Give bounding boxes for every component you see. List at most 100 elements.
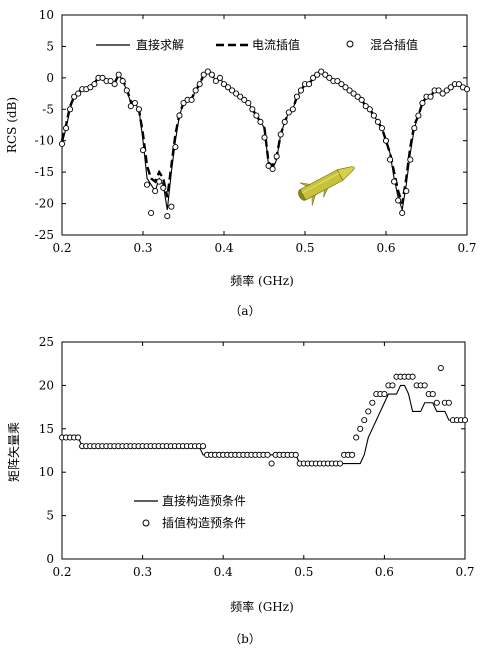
b-series-1-point bbox=[365, 408, 372, 415]
b-series-1-point bbox=[369, 399, 376, 406]
a-series-2-point bbox=[265, 162, 272, 169]
a-series-2-point bbox=[269, 165, 276, 173]
a-series-2-point bbox=[119, 77, 126, 85]
b-series-1-point bbox=[433, 399, 440, 406]
chart-b-legend: 直接构造预条件 插值构造预条件 bbox=[134, 493, 246, 530]
a-x-tick-label: 0.2 bbox=[52, 241, 71, 255]
a-series-2-point bbox=[99, 74, 106, 81]
a-series-2-point bbox=[342, 84, 349, 91]
a-series-1-line bbox=[60, 70, 468, 204]
a-y-tick-label: 5 bbox=[46, 39, 54, 53]
chart-b-series bbox=[58, 364, 469, 467]
a-series-2-point bbox=[415, 112, 422, 119]
a-x-tick-label: 0.6 bbox=[376, 241, 395, 255]
a-series-2-point bbox=[391, 178, 398, 185]
a-series-2-point bbox=[370, 112, 377, 119]
a-series-2-point bbox=[123, 87, 130, 94]
a-series-2-point bbox=[208, 71, 215, 78]
a-series-2-point bbox=[135, 106, 142, 113]
b-series-1-point bbox=[461, 417, 469, 424]
a-series-2-point bbox=[455, 81, 462, 88]
chart-a-x-ticks: 0.2 0.3 0.4 0.5 0.6 0.7 bbox=[52, 15, 477, 255]
chart-a-legend: 直接求解 电流插值 混合插值 bbox=[96, 37, 418, 52]
a-series-2-point bbox=[91, 81, 98, 88]
b-y-tick-label: 15 bbox=[39, 422, 54, 436]
a-series-2-point bbox=[463, 86, 471, 93]
a-series-2-point bbox=[164, 213, 171, 220]
legend-a-label-3: 混合插值 bbox=[370, 37, 418, 52]
chart-a-plot-frame bbox=[61, 14, 468, 236]
a-series-2-point bbox=[419, 99, 426, 107]
b-series-1-point bbox=[349, 451, 356, 458]
b-x-tick-label: 0.7 bbox=[455, 565, 474, 579]
a-series-2-point bbox=[111, 81, 118, 88]
a-series-2-point bbox=[322, 71, 329, 78]
a-series-2-point bbox=[200, 71, 207, 78]
a-series-2-point bbox=[439, 90, 446, 97]
b-y-tick-label: 0 bbox=[46, 552, 54, 566]
b-y-tick-label: 20 bbox=[39, 378, 54, 392]
legend-a-marker-circle bbox=[346, 40, 354, 48]
chart-b-ylabel: 矩阵矢量乘 bbox=[7, 422, 21, 482]
a-series-2-point bbox=[395, 197, 402, 204]
chart-b-x-ticks: 0.2 0.3 0.4 0.5 0.6 0.7 bbox=[52, 342, 475, 579]
b-series-1-point bbox=[381, 391, 388, 398]
legend-a-label-1: 直接求解 bbox=[136, 37, 184, 52]
a-y-tick-label: -5 bbox=[42, 102, 54, 116]
a-series-2-point bbox=[196, 81, 203, 88]
chart-a-caption: （a） bbox=[229, 304, 260, 318]
a-series-2-point bbox=[411, 125, 418, 132]
b-x-tick-label: 0.2 bbox=[52, 565, 71, 579]
b-y-tick-label: 10 bbox=[39, 465, 54, 479]
a-x-tick-label: 0.7 bbox=[457, 241, 476, 255]
a-series-2-point bbox=[253, 112, 260, 119]
a-series-2-point bbox=[358, 96, 365, 103]
a-series-2-point bbox=[176, 112, 183, 119]
a-series-2-point bbox=[443, 87, 450, 94]
chart-a-series bbox=[58, 68, 471, 220]
a-series-2-point bbox=[188, 96, 195, 103]
b-series-1-point bbox=[337, 460, 344, 467]
b-series-1-point bbox=[389, 382, 396, 389]
a-series-2-point bbox=[354, 93, 361, 100]
a-series-2-point bbox=[399, 209, 406, 217]
a-series-2-point bbox=[87, 84, 94, 91]
a-series-2-point bbox=[139, 147, 147, 154]
a-series-2-point bbox=[204, 68, 211, 75]
b-series-1-point bbox=[409, 373, 416, 380]
chart-a-ylabel: RCS (dB) bbox=[5, 97, 19, 153]
a-series-2-point bbox=[245, 99, 252, 107]
a-series-2-point bbox=[297, 87, 305, 94]
a-series-2-point bbox=[447, 84, 454, 91]
a-series-2-point bbox=[435, 87, 442, 94]
a-series-2-point bbox=[281, 118, 288, 125]
b-x-tick-label: 0.3 bbox=[133, 565, 152, 579]
b-series-1-point bbox=[421, 382, 428, 389]
a-series-2-point bbox=[131, 99, 138, 107]
a-series-2-point bbox=[305, 81, 313, 88]
a-series-2-point bbox=[277, 131, 284, 138]
a-series-2-point bbox=[403, 187, 410, 195]
a-x-tick-label: 0.4 bbox=[214, 241, 233, 255]
b-series-1-point bbox=[75, 434, 82, 441]
a-series-2-point bbox=[71, 93, 78, 100]
a-series-2-point bbox=[273, 153, 280, 160]
a-y-tick-label: -20 bbox=[35, 197, 54, 211]
a-series-2-point bbox=[160, 184, 167, 191]
a-series-2-point bbox=[233, 90, 240, 97]
a-series-2-point bbox=[229, 87, 236, 94]
b-series-1-point bbox=[353, 434, 360, 441]
a-series-2-point bbox=[386, 156, 394, 163]
a-series-2-point bbox=[212, 77, 219, 85]
a-series-2-point bbox=[318, 68, 325, 75]
a-series-2-point bbox=[334, 77, 341, 85]
a-series-2-point bbox=[362, 103, 369, 110]
b-y-tick-label: 25 bbox=[39, 335, 54, 349]
a-series-2-point bbox=[249, 106, 256, 113]
a-series-2-point bbox=[374, 118, 381, 125]
a-series-2-point bbox=[382, 137, 390, 144]
chart-b: 0.2 0.3 0.4 0.5 0.6 0.7 25 20 15 10 5 0 频率 (GHz) 矩… bbox=[7, 335, 475, 646]
chart-b-xlabel: 频率 (GHz) bbox=[230, 599, 294, 614]
a-y-tick-label: -25 bbox=[35, 228, 54, 242]
a-series-2-point bbox=[366, 106, 373, 113]
